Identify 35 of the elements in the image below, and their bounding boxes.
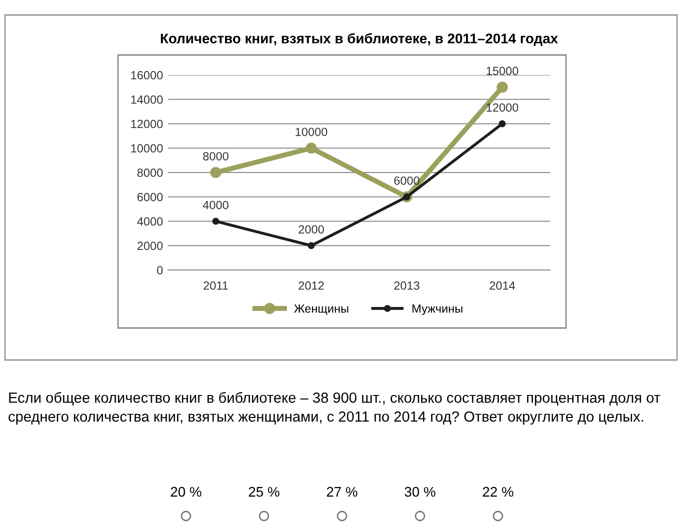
chart-title: Количество книг, взятых в библиотеке, в 2011–2014 годах: [160, 33, 558, 46]
text: 30 %: [404, 486, 436, 497]
y-tick-label: 10000: [131, 144, 163, 153]
legend-label: Женщины: [294, 304, 348, 315]
data-label: 10000: [296, 128, 328, 136]
x-tick-label: 2014: [490, 281, 516, 290]
text: 20 %: [170, 486, 202, 497]
data-label: 4000: [202, 200, 228, 210]
data-label: 12000: [486, 103, 518, 112]
y-tick-label: 16000: [131, 71, 163, 80]
y-tick-label: 6000: [137, 192, 163, 202]
y-tick-label: 8000: [137, 168, 163, 177]
text: 22 %: [482, 486, 514, 497]
y-tick-label: 12000: [131, 120, 163, 128]
legend-label: Мужчины: [412, 304, 462, 316]
y-tick-label: 14000: [131, 95, 163, 104]
data-label: 15000: [486, 66, 518, 76]
point: [308, 242, 315, 250]
y-tick-label: 4000: [137, 217, 163, 226]
data-label: 2000: [298, 225, 324, 234]
point: [212, 218, 220, 225]
x-tick-label: 2012: [298, 281, 324, 290]
point: [498, 120, 506, 128]
data-label: 8000: [203, 152, 228, 160]
y-tick-label: 0: [157, 266, 163, 274]
point: [496, 82, 508, 93]
text: Если общее количество книг в библиотеке – 38 900 шт., сколько составляет процентная доля от среднего количества книг, взятых женщинами, с 2011 по 2014 год? Ответ округлите до целых.: [8, 392, 660, 425]
y-tick-label: 2000: [137, 242, 163, 250]
data-label: 6000: [394, 176, 420, 185]
point: [306, 142, 317, 154]
x-tick-label: 2011: [204, 281, 228, 290]
x-tick-label: 2013: [394, 281, 420, 290]
text: 25 %: [248, 486, 280, 497]
text: 27 %: [326, 486, 358, 497]
point: [210, 166, 222, 178]
